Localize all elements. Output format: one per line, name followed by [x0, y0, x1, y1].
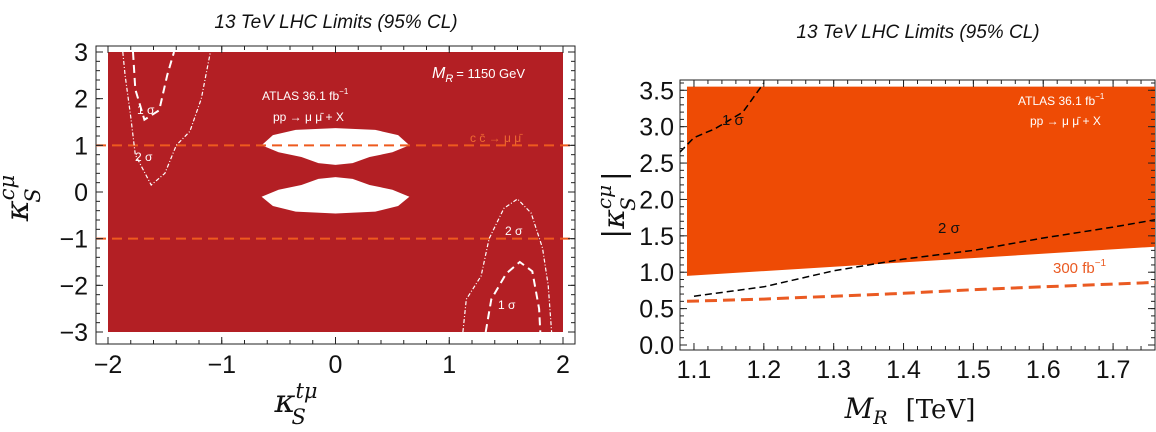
left-y-tick-label: −2 — [59, 272, 88, 300]
left-y-tick-label: −3 — [59, 319, 88, 347]
left-2sigma-label-bottom: 2 σ — [505, 224, 523, 238]
left-1sigma-label-top: 1 σ — [137, 103, 155, 117]
left-panel: 13 TeV LHC Limits (95% CL) −2 −1 0 1 2 3 2 1 0 −1… — [0, 12, 576, 429]
left-cc-process-label: c c̄ → μ μ̄ — [470, 131, 523, 145]
left-x-tick-label: 2 — [556, 351, 570, 379]
left-x-tick-label: −2 — [94, 351, 123, 379]
right-excluded-region — [686, 86, 1155, 276]
right-x-tick-label: 1.5 — [956, 356, 991, 384]
right-2sigma-contour — [693, 219, 1155, 297]
left-x-axis-label: κtμ S — [273, 379, 317, 429]
right-1sigma-label: 1 σ — [722, 112, 745, 129]
left-1sigma-contour-bottomright — [484, 260, 542, 333]
left-x-tick-label: −1 — [207, 351, 236, 379]
left-1sigma-label-bottom: 1 σ — [498, 298, 516, 312]
right-x-axis-label: MR [TeV] — [844, 392, 976, 429]
left-1sigma-contour-topleft — [132, 51, 175, 122]
left-y-tick-label: −1 — [59, 226, 88, 254]
right-y-tick-label: 1.0 — [639, 259, 674, 287]
right-y-tick-label: 2.0 — [639, 186, 674, 214]
right-process-label: pp → μ μ̄ + X — [1030, 114, 1101, 128]
left-2sigma-contour-topleft — [122, 51, 211, 186]
left-allowed-upper-lobe — [261, 128, 410, 165]
right-x-tick-label: 1.1 — [677, 356, 712, 384]
right-y-axis-label: |κcμS| — [592, 171, 640, 239]
right-experiment-label: ATLAS 36.1 fb−1 — [1018, 92, 1105, 108]
right-x-tick-label: 1.3 — [816, 356, 851, 384]
left-chart-title: 13 TeV LHC Limits (95% CL) — [214, 12, 457, 33]
left-x-tick-label: 1 — [442, 351, 456, 379]
left-y-tick-label: 2 — [74, 86, 88, 114]
right-300fb-label: 300 fb−1 — [1053, 258, 1107, 277]
right-y-tick-label: 0.0 — [639, 332, 674, 360]
right-panel: 13 TeV LHC Limits (95% CL) 1.1 1.2 1.3 1.4 1… — [592, 22, 1156, 429]
left-process-label: pp → μ μ̄ + X — [273, 110, 344, 124]
left-2sigma-label-top: 2 σ — [135, 150, 153, 164]
right-chart-title: 13 TeV LHC Limits (95% CL) — [796, 22, 1039, 43]
left-x-tick-label: 0 — [329, 351, 343, 379]
left-allowed-lower-lobe — [261, 177, 410, 214]
left-y-tick-label: 3 — [74, 39, 88, 67]
right-x-tick-label: 1.4 — [886, 356, 921, 384]
right-x-tick-label: 1.7 — [1096, 356, 1131, 384]
left-experiment-label: ATLAS 36.1 fb−1 — [262, 87, 349, 103]
right-x-tick-label: 1.6 — [1026, 356, 1061, 384]
right-2sigma-label: 2 σ — [938, 220, 961, 237]
left-2sigma-contour-bottomright — [462, 198, 553, 333]
svg-text:|κcμS|: |κcμS| — [592, 171, 640, 239]
right-300fb-projection-line — [686, 280, 1155, 303]
left-mass-annotation: MR = 1150 GeV — [432, 65, 525, 85]
right-x-tick-label: 1.2 — [746, 356, 781, 384]
right-y-tick-label: 2.5 — [639, 150, 674, 178]
right-1sigma-contour — [680, 82, 765, 153]
right-axis-ticks: 1.1 1.2 1.3 1.4 1.5 1.6 1.7 3.5 3.0 2.5 2.0 1.5 1.0 0… — [639, 77, 1156, 384]
left-y-tick-label: 1 — [74, 132, 88, 160]
right-y-tick-label: 1.5 — [639, 223, 674, 251]
left-y-axis-label: κcμS — [0, 175, 45, 222]
right-y-tick-label: 3.0 — [639, 114, 674, 142]
right-y-tick-label: 0.5 — [639, 296, 674, 324]
right-y-tick-label: 3.5 — [639, 77, 674, 105]
left-y-tick-label: 0 — [74, 179, 88, 207]
